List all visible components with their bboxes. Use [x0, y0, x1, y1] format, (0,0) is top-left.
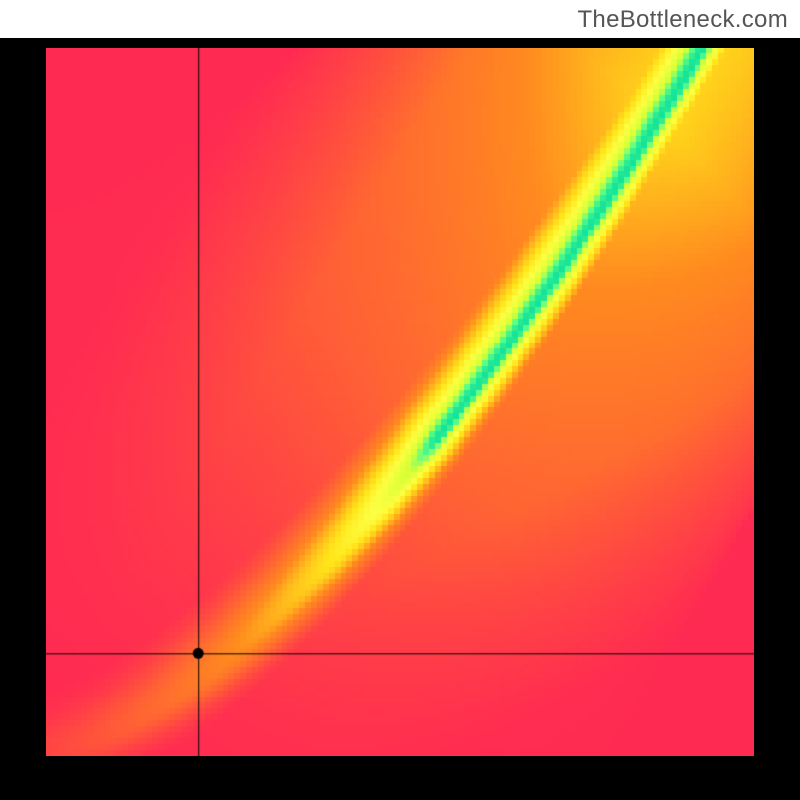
page-root: { "attribution": { "text": "TheBottlenec… — [0, 0, 800, 800]
bottleneck-heatmap — [46, 48, 754, 756]
chart-frame — [0, 38, 800, 800]
attribution-watermark: TheBottleneck.com — [577, 6, 788, 34]
